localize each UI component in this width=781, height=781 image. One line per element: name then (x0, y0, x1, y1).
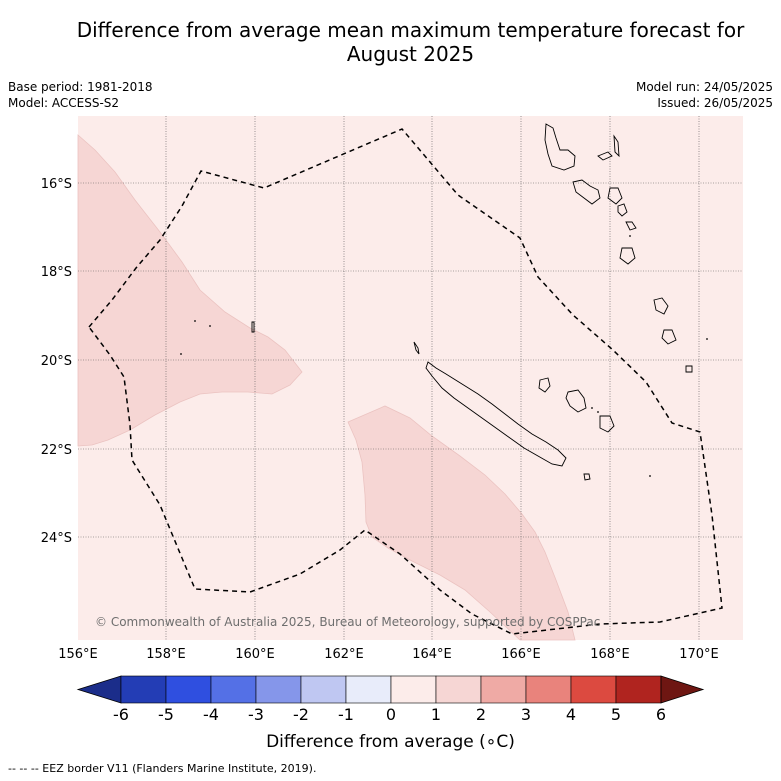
lon-label: 162°E (324, 647, 364, 662)
gridlines (78, 116, 743, 640)
map-title: Difference from average mean maximum tem… (40, 18, 781, 66)
tanna-island (661, 329, 677, 345)
lon-label: 158°E (146, 647, 186, 662)
meta-right: Model run: 24/05/2025 Issued: 26/05/2025 (636, 79, 773, 111)
colorbar: -6 -5 -4 -3 -2 -1 0 1 2 3 4 5 6 (76, 675, 705, 724)
mare-island (599, 415, 615, 433)
colorbar-segment (120, 675, 167, 704)
legend-note: -- -- -- EEZ border V11 (Flanders Marine… (8, 762, 317, 775)
small-islets (180, 235, 708, 477)
colorbar-segment (210, 675, 257, 704)
new-caledonia-island (425, 361, 567, 467)
colorbar-segment (480, 675, 527, 704)
anomaly-region-south (347, 405, 576, 641)
lat-label: 24°S (41, 531, 72, 546)
anomaly-region-west (77, 134, 303, 447)
lon-label: 166°E (501, 647, 541, 662)
islet-dot (209, 325, 211, 327)
colorbar-segment (615, 675, 662, 704)
colorbar-tick-label: -5 (158, 705, 174, 724)
isle-of-pines (583, 473, 591, 481)
lon-label: 160°E (235, 647, 275, 662)
colorbar-segment (300, 675, 347, 704)
islet-dot (591, 407, 593, 409)
model-name: Model: ACCESS-S2 (8, 96, 120, 110)
title-line-2: August 2025 (346, 42, 475, 66)
lat-labels: 16°S 18°S 20°S 22°S 24°S (41, 177, 72, 546)
colorbar-tick-label: 1 (431, 705, 441, 724)
colorbar-segment (570, 675, 617, 704)
islet-dot (597, 411, 599, 413)
islet-dot (649, 475, 651, 477)
ouvea-island (538, 377, 551, 393)
colorbar-tick-label: 5 (611, 705, 621, 724)
maewo-island (613, 134, 620, 158)
lat-label: 18°S (41, 265, 72, 280)
aneityum-island (685, 365, 693, 373)
small-islet-west (251, 321, 255, 333)
lat-label: 16°S (41, 177, 72, 192)
colorbar-tick-label: 6 (656, 705, 666, 724)
title-line-1: Difference from average mean maximum tem… (76, 18, 745, 42)
lon-label: 156°E (58, 647, 98, 662)
islet-dot (180, 353, 182, 355)
colorbar-extend-low (76, 675, 122, 704)
issued-date: Issued: 26/05/2025 (657, 96, 773, 110)
ambae-island (597, 151, 613, 161)
eez-border (88, 128, 723, 635)
colorbar-segment (345, 675, 392, 704)
colorbar-tick-label: 4 (566, 705, 576, 724)
belep-islet (413, 341, 420, 355)
model-run: Model run: 24/05/2025 (635, 80, 773, 94)
lifou-island (565, 389, 587, 413)
lon-label: 168°E (590, 647, 630, 662)
colorbar-tick-label: -4 (203, 705, 219, 724)
colorbar-tick-label: -2 (293, 705, 309, 724)
malakula-island (572, 179, 601, 205)
colorbar-segment (525, 675, 572, 704)
colorbar-tick-label: 0 (386, 705, 396, 724)
base-period: Base period: 1981-2018 (8, 80, 153, 94)
pentecost-island (607, 187, 623, 205)
lat-label: 22°S (41, 443, 72, 458)
colorbar-tick-label: 3 (521, 705, 531, 724)
colorbar-segment (390, 675, 437, 704)
colorbar-extend-high (660, 675, 705, 704)
lat-label: 20°S (41, 354, 72, 369)
colorbar-title: Difference from average (∘C) (266, 732, 515, 752)
islet-dot (194, 320, 196, 322)
copyright-text: © Commonwealth of Australia 2025, Bureau… (95, 615, 600, 629)
lon-label: 170°E (679, 647, 719, 662)
colorbar-segment (435, 675, 482, 704)
erromango-island (653, 297, 669, 315)
colorbar-tick-label: 2 (476, 705, 486, 724)
islet-dot (706, 338, 708, 340)
meta-left: Base period: 1981-2018 Model: ACCESS-S2 (8, 79, 153, 111)
lon-labels: 156°E 158°E 160°E 162°E 164°E 166°E 168°… (58, 647, 719, 662)
colorbar-segment (255, 675, 302, 704)
lon-label: 164°E (412, 647, 452, 662)
islet-dot (629, 235, 631, 237)
colorbar-segment (165, 675, 212, 704)
efate-island (619, 247, 636, 265)
colorbar-tick-label: -6 (113, 705, 129, 724)
epi-island (617, 203, 628, 217)
colorbar-tick-label: -1 (338, 705, 354, 724)
coastlines (251, 123, 693, 481)
espiritu-santo-island (544, 123, 576, 171)
shepherd-islets (625, 221, 637, 231)
colorbar-tick-label: -3 (248, 705, 264, 724)
